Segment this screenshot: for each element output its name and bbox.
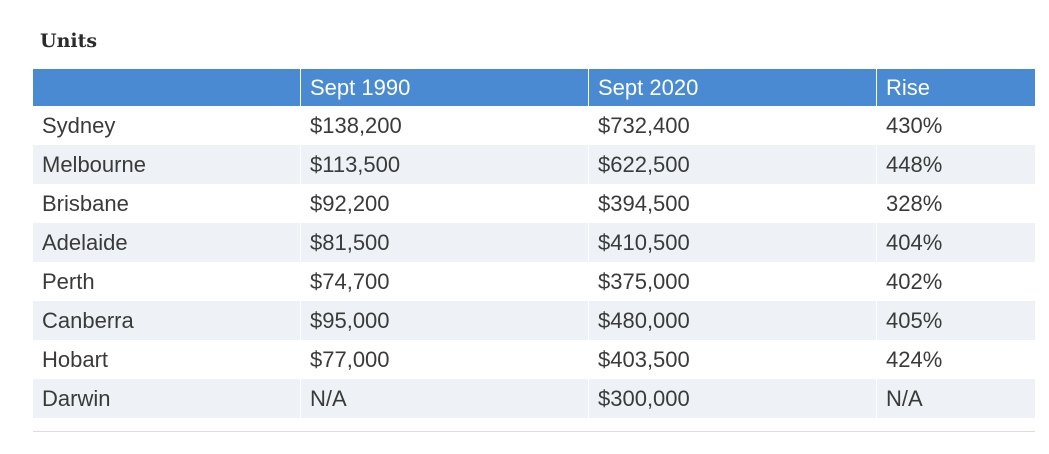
cell-city: Canberra <box>42 307 134 333</box>
cell-rise: 404% <box>876 223 1035 262</box>
cell-city: Sydney <box>42 112 116 138</box>
cell-rise: 328% <box>876 184 1035 223</box>
cell-rise: 424% <box>876 340 1035 379</box>
table-row: Canberra $95,000 $480,000 405% <box>33 301 1035 340</box>
cell-sept-1990: $92,200 <box>300 184 588 223</box>
cell-city: Perth <box>42 268 95 294</box>
cell-rise: 448% <box>876 145 1035 184</box>
cell-sept-2020: $732,400 <box>588 106 876 145</box>
cell-sept-2020: $394,500 <box>588 184 876 223</box>
cell-sept-1990: $138,200 <box>300 106 588 145</box>
cell-sept-2020: $480,000 <box>588 301 876 340</box>
table-row: Hobart $77,000 $403,500 424% <box>33 340 1035 379</box>
cell-sept-1990: $74,700 <box>300 262 588 301</box>
cell-sept-2020: $403,500 <box>588 340 876 379</box>
bottom-divider <box>33 431 1035 432</box>
units-table: Sept 1990 Sept 2020 Rise Sydney $138,200… <box>33 69 1035 418</box>
cell-sept-1990: $81,500 <box>300 223 588 262</box>
cell-city: Brisbane <box>42 190 129 216</box>
table-row: Brisbane $92,200 $394,500 328% <box>33 184 1035 223</box>
table-row: Perth $74,700 $375,000 402% <box>33 262 1035 301</box>
cell-city: Darwin <box>42 385 111 411</box>
table-row: Darwin N/A $300,000 N/A <box>33 379 1035 418</box>
cell-city: Melbourne <box>42 151 146 177</box>
table-row: Adelaide $81,500 $410,500 404% <box>33 223 1035 262</box>
cell-city: Adelaide <box>42 229 128 255</box>
cell-rise: N/A <box>876 379 1035 418</box>
header-cell-rise: Rise <box>876 69 1035 106</box>
section-title: Units <box>40 30 98 52</box>
table-row: Melbourne $113,500 $622,500 448% <box>33 145 1035 184</box>
header-cell-city <box>33 69 300 106</box>
cell-sept-1990: $113,500 <box>300 145 588 184</box>
cell-rise: 402% <box>876 262 1035 301</box>
cell-sept-2020: $375,000 <box>588 262 876 301</box>
cell-rise: 430% <box>876 106 1035 145</box>
table-header-row: Sept 1990 Sept 2020 Rise <box>33 69 1035 106</box>
header-cell-sept-2020: Sept 2020 <box>588 69 876 106</box>
cell-sept-1990: $95,000 <box>300 301 588 340</box>
cell-sept-2020: $622,500 <box>588 145 876 184</box>
cell-city: Hobart <box>42 346 109 372</box>
header-cell-sept-1990: Sept 1990 <box>300 69 588 106</box>
cell-rise: 405% <box>876 301 1035 340</box>
cell-sept-1990: $77,000 <box>300 340 588 379</box>
cell-sept-1990: N/A <box>300 379 588 418</box>
cell-sept-2020: $410,500 <box>588 223 876 262</box>
cell-sept-2020: $300,000 <box>588 379 876 418</box>
table-row: Sydney $138,200 $732,400 430% <box>33 106 1035 145</box>
